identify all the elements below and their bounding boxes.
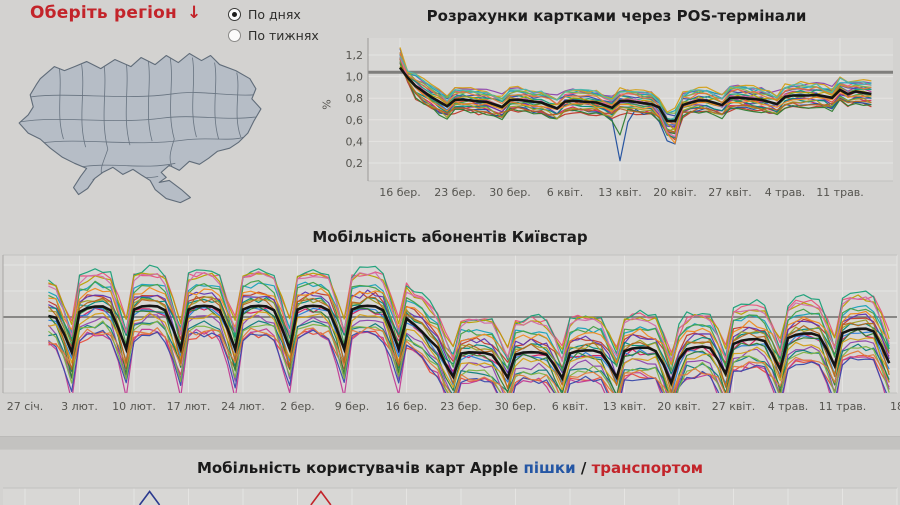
svg-text:24 лют.: 24 лют. <box>221 400 265 413</box>
horizontal-scrollbar-track[interactable] <box>0 436 900 450</box>
svg-text:3 лют.: 3 лют. <box>61 400 98 413</box>
kyivstar-chart-plot[interactable]: 27 січ. 3 лют. 10 лют. 17 лют. 24 лют. 2 бер.… <box>0 248 900 418</box>
svg-text:1,2: 1,2 <box>346 49 364 62</box>
ukraine-region-map[interactable] <box>2 26 270 216</box>
average-line[interactable] <box>398 66 872 123</box>
svg-text:0,8: 0,8 <box>346 92 364 105</box>
svg-text:0,6: 0,6 <box>346 114 364 127</box>
svg-text:16 бер.: 16 бер. <box>386 400 428 413</box>
svg-text:6 квіт.: 6 квіт. <box>552 400 589 413</box>
svg-text:2 бер.: 2 бер. <box>280 400 315 413</box>
kyivstar-chart-title: Мобільність абонентів Київстар <box>312 228 588 246</box>
svg-text:11 трав.: 11 трав. <box>819 400 867 413</box>
pos-chart-title: Розрахунки картками через POS-термінали <box>426 7 807 25</box>
series-line[interactable] <box>48 286 890 366</box>
series-line[interactable] <box>48 271 890 363</box>
svg-text:20 квіт.: 20 квіт. <box>657 400 701 413</box>
svg-text:23 бер.: 23 бер. <box>440 400 482 413</box>
svg-text:23 бер.: 23 бер. <box>434 186 476 199</box>
average-line[interactable] <box>48 304 891 387</box>
series-line-peak[interactable] <box>310 490 332 505</box>
svg-text:0,2: 0,2 <box>346 157 364 170</box>
svg-text:27 квіт.: 27 квіт. <box>708 186 752 199</box>
series-line[interactable] <box>399 47 872 113</box>
arrow-down-icon: ↓ <box>187 3 202 23</box>
plot-background[interactable] <box>3 488 897 505</box>
svg-text:13 квіт.: 13 квіт. <box>603 400 647 413</box>
svg-text:4 трав.: 4 трав. <box>765 186 806 199</box>
svg-text:11 трав.: 11 трав. <box>816 186 864 199</box>
svg-text:30 бер.: 30 бер. <box>495 400 537 413</box>
series-line[interactable] <box>399 53 872 144</box>
series-line-peak[interactable] <box>138 490 161 505</box>
axis-tick-labels: 1,2 1,0 0,8 0,6 0,4 0,2 16 бер. 23 бер. 30 бер. 6… <box>346 49 864 199</box>
apple-chart-plot[interactable] <box>0 486 900 505</box>
apple-chart-title-walking: пішки <box>523 459 576 477</box>
apple-chart-title: Мобільність користувачів карт Apple пішк… <box>0 459 900 477</box>
gridlines <box>3 487 898 505</box>
series-line[interactable] <box>399 54 872 162</box>
series-line[interactable] <box>399 60 872 114</box>
svg-text:1,0: 1,0 <box>346 71 364 84</box>
region-series-lines <box>47 264 890 399</box>
svg-text:27 квіт.: 27 квіт. <box>712 400 756 413</box>
svg-text:9 бер.: 9 бер. <box>335 400 370 413</box>
series-line[interactable] <box>399 55 872 122</box>
svg-text:18: 18 <box>890 400 900 413</box>
svg-text:17 лют.: 17 лют. <box>167 400 211 413</box>
series-line[interactable] <box>399 58 872 133</box>
svg-text:20 квіт.: 20 квіт. <box>653 186 697 199</box>
region-selector-label: Оберіть регіон ↓ <box>30 3 201 23</box>
series-line[interactable] <box>48 326 890 399</box>
apple-chart-title-main: Мобільність користувачів карт Apple <box>196 459 524 477</box>
radio-by-weeks[interactable]: По тижнях <box>228 28 319 43</box>
svg-text:30 бер.: 30 бер. <box>489 186 531 199</box>
svg-text:10 лют.: 10 лют. <box>112 400 156 413</box>
svg-text:4 трав.: 4 трав. <box>768 400 809 413</box>
svg-text:13 квіт.: 13 квіт. <box>598 186 642 199</box>
radio-unselected-icon[interactable] <box>228 29 241 42</box>
ukraine-outline[interactable] <box>18 52 262 204</box>
radio-by-weeks-label: По тижнях <box>248 28 319 43</box>
svg-text:16 бер.: 16 бер. <box>379 186 421 199</box>
view-mode-radio-group: По днях По тижнях <box>228 7 319 49</box>
series-line[interactable] <box>399 66 872 133</box>
svg-text:0,4: 0,4 <box>346 135 364 148</box>
radio-selected-icon[interactable] <box>228 8 241 21</box>
pos-chart-plot[interactable]: 1,2 1,0 0,8 0,6 0,4 0,2 16 бер. 23 бер. 30 бер. 6… <box>330 30 900 205</box>
svg-text:27 січ.: 27 січ. <box>7 400 44 413</box>
series-line[interactable] <box>48 311 890 396</box>
region-selector-text: Оберіть регіон <box>30 3 178 23</box>
apple-chart-title-transit: транспортом <box>591 459 704 477</box>
svg-text:6 квіт.: 6 квіт. <box>547 186 584 199</box>
axis-tick-labels: 27 січ. 3 лют. 10 лют. 17 лют. 24 лют. 2 бер.… <box>7 400 900 413</box>
radio-by-days[interactable]: По днях <box>228 7 319 22</box>
radio-by-days-label: По днях <box>248 7 301 22</box>
apple-chart-title-slash: / <box>575 459 592 477</box>
series-line[interactable] <box>399 52 872 125</box>
